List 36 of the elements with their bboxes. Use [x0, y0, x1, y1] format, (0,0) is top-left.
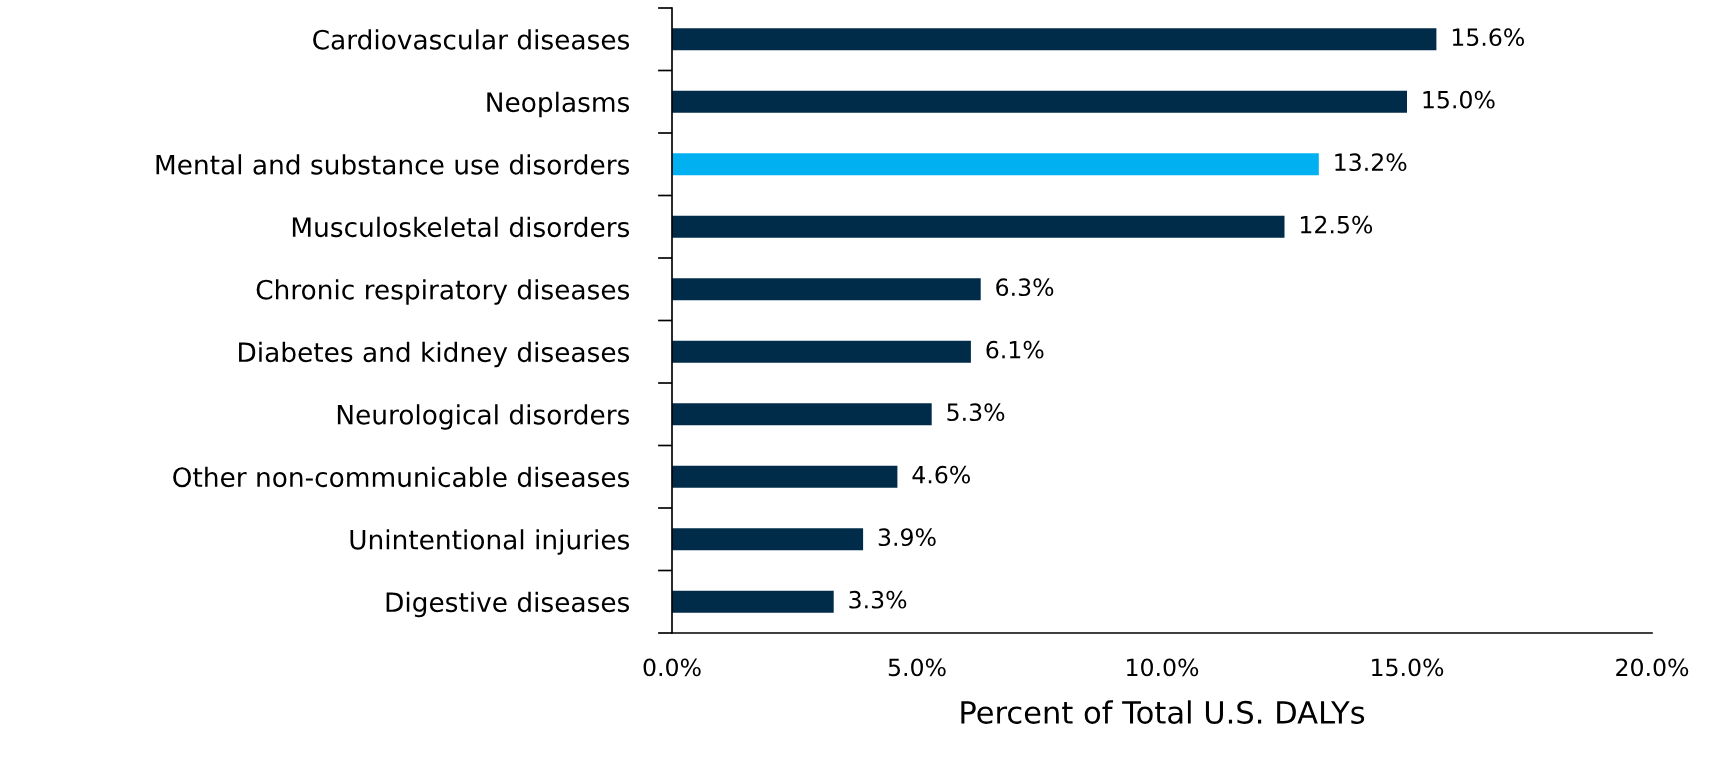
x-tick-label: 10.0% — [1127, 658, 1199, 677]
data-label: 3.9% — [878, 528, 936, 547]
bar — [672, 403, 932, 426]
bar — [672, 28, 1437, 51]
bar — [672, 215, 1285, 238]
bar — [672, 590, 834, 613]
data-label: 12.5% — [1300, 215, 1373, 234]
bar — [672, 528, 864, 551]
bar — [672, 278, 981, 301]
x-tick-label: 0.0% — [643, 658, 701, 677]
y-tick-label: Other non-communicable diseases — [173, 466, 630, 488]
bar — [672, 340, 971, 363]
data-label: 15.0% — [1423, 90, 1495, 109]
y-tick-label: Neoplasms — [487, 91, 630, 118]
data-label: 6.3% — [996, 278, 1054, 297]
x-tick-label: 5.0% — [888, 658, 946, 677]
y-tick-label: Cardiovascular diseases — [313, 29, 630, 50]
data-label: 13.2% — [1335, 153, 1407, 172]
bar — [672, 90, 1407, 113]
y-tick-label: Digestive diseases — [386, 591, 630, 618]
x-axis-title: Percent of Total U.S. DALYs — [961, 700, 1365, 724]
y-tick-label: Unintentional injuries — [350, 529, 630, 555]
x-tick-label: 20.0% — [1616, 658, 1689, 677]
data-label: 5.3% — [947, 403, 1005, 422]
y-tick-label: Musculoskeletal disorders — [292, 216, 630, 238]
y-tick-label: Chronic respiratory diseases — [256, 279, 630, 305]
data-label: 15.6% — [1452, 28, 1524, 47]
data-label: 4.6% — [912, 465, 970, 484]
x-tick-label: 15.0% — [1372, 658, 1444, 677]
bar — [672, 153, 1319, 176]
y-tick-label: Diabetes and kidney diseases — [239, 341, 630, 368]
y-tick-label: Mental and substance use disorders — [156, 154, 630, 175]
data-label: 3.3% — [849, 590, 907, 609]
bar — [672, 465, 898, 488]
y-tick-label: Neurological disorders — [337, 404, 630, 430]
data-label: 6.1% — [986, 340, 1044, 359]
